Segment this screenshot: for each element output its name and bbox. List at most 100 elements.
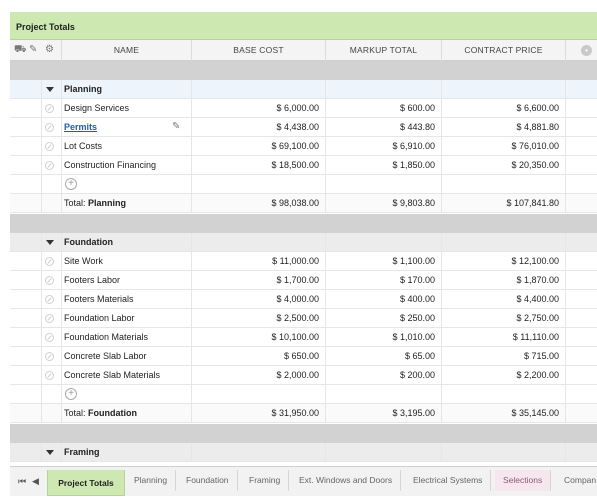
status-circle-icon[interactable] — [45, 123, 54, 132]
group-header-foundation[interactable]: Foundation — [10, 233, 597, 252]
status-circle-icon[interactable] — [45, 257, 54, 266]
tab-project-totals[interactable]: Project Totals — [47, 470, 125, 496]
group-header-framing[interactable]: Framing — [10, 443, 597, 462]
item-name: Concrete Slab Materials — [62, 366, 192, 385]
status-circle-icon[interactable] — [45, 314, 54, 323]
tab-electrical-systems[interactable]: Electrical Systems — [405, 470, 492, 491]
item-name: Footers Materials — [62, 290, 192, 309]
total-base-cost: $ 31,950.00 — [192, 404, 326, 423]
item-name: Foundation Materials — [62, 328, 192, 347]
table-row[interactable]: Concrete Slab Labor $ 650.00 $ 65.00 $ 7… — [10, 347, 597, 366]
base-cost-cell[interactable]: $ 69,100.00 — [192, 137, 326, 156]
base-cost-cell[interactable]: $ 4,438.00 — [192, 118, 326, 137]
price-cell[interactable]: $ 715.00 — [442, 347, 566, 366]
price-cell[interactable]: $ 11,110.00 — [442, 328, 566, 347]
price-cell[interactable]: $ 4,400.00 — [442, 290, 566, 309]
status-circle-icon[interactable] — [45, 142, 54, 151]
base-cost-cell[interactable]: $ 1,700.00 — [192, 271, 326, 290]
table-row[interactable]: Lot Costs $ 69,100.00 $ 6,910.00 $ 76,01… — [10, 137, 597, 156]
table-row[interactable]: Design Services $ 6,000.00 $ 600.00 $ 6,… — [10, 99, 597, 118]
tab-foundation[interactable]: Foundation — [178, 470, 238, 491]
sheet-tabs: ⏮ ◀ Project Totals Planning Foundation F… — [10, 466, 597, 496]
markup-cell[interactable]: $ 400.00 — [326, 290, 442, 309]
column-header-markup-total[interactable]: MARKUP TOTAL — [326, 40, 442, 61]
base-cost-cell[interactable]: $ 10,100.00 — [192, 328, 326, 347]
collapse-caret-icon[interactable] — [46, 240, 54, 245]
markup-cell[interactable]: $ 65.00 — [326, 347, 442, 366]
item-name[interactable]: Permits — [62, 118, 192, 137]
base-cost-cell[interactable]: $ 650.00 — [192, 347, 326, 366]
gear-icon[interactable]: ⚙ — [45, 44, 54, 55]
markup-cell[interactable]: $ 1,010.00 — [326, 328, 442, 347]
status-circle-icon[interactable] — [45, 161, 54, 170]
status-circle-icon[interactable] — [45, 295, 54, 304]
base-cost-cell[interactable]: $ 4,000.00 — [192, 290, 326, 309]
status-circle-icon[interactable] — [45, 371, 54, 380]
tab-ext-windows-and-doors[interactable]: Ext. Windows and Doors — [291, 470, 402, 491]
markup-cell[interactable]: $ 170.00 — [326, 271, 442, 290]
group-name: Framing — [62, 443, 192, 462]
collapse-caret-icon[interactable] — [46, 450, 54, 455]
column-header-name[interactable]: NAME — [62, 40, 192, 61]
price-cell[interactable]: $ 2,750.00 — [442, 309, 566, 328]
add-icon[interactable]: + — [65, 178, 77, 190]
table-row[interactable]: Concrete Slab Materials $ 2,000.00 $ 200… — [10, 366, 597, 385]
markup-cell[interactable]: $ 6,910.00 — [326, 137, 442, 156]
total-label: Total: Planning — [62, 194, 192, 213]
price-cell[interactable]: $ 1,870.00 — [442, 271, 566, 290]
markup-cell[interactable]: $ 600.00 — [326, 99, 442, 118]
base-cost-cell[interactable]: $ 6,000.00 — [192, 99, 326, 118]
table-row[interactable]: Footers Labor $ 1,700.00 $ 170.00 $ 1,87… — [10, 271, 597, 290]
tab-companies[interactable]: Compan — [564, 475, 597, 485]
total-price: $ 107,841.80 — [442, 194, 566, 213]
database-icon[interactable]: ⛟ — [14, 44, 27, 55]
add-row: + — [10, 175, 597, 194]
column-header-base-cost[interactable]: BASE COST — [192, 40, 326, 61]
markup-cell[interactable]: $ 250.00 — [326, 309, 442, 328]
pencil-icon[interactable]: ✎ — [172, 121, 181, 132]
item-name: Concrete Slab Labor — [62, 347, 192, 366]
edit-icon[interactable]: ✎ — [29, 44, 38, 55]
base-cost-cell[interactable]: $ 2,000.00 — [192, 366, 326, 385]
base-cost-cell[interactable]: $ 2,500.00 — [192, 309, 326, 328]
price-cell[interactable]: $ 4,881.80 — [442, 118, 566, 137]
group-header-planning[interactable]: Planning — [10, 80, 597, 99]
total-base-cost: $ 98,038.00 — [192, 194, 326, 213]
table-row[interactable]: Site Work $ 11,000.00 $ 1,100.00 $ 12,10… — [10, 252, 597, 271]
options-icon[interactable]: • — [581, 45, 592, 56]
markup-cell[interactable]: $ 1,850.00 — [326, 156, 442, 175]
price-cell[interactable]: $ 2,200.00 — [442, 366, 566, 385]
price-cell[interactable]: $ 12,100.00 — [442, 252, 566, 271]
permits-link[interactable]: Permits — [64, 122, 98, 132]
tab-selections[interactable]: Selections — [495, 470, 552, 491]
markup-cell[interactable]: $ 1,100.00 — [326, 252, 442, 271]
table-row[interactable]: Construction Financing $ 18,500.00 $ 1,8… — [10, 156, 597, 175]
sheet-title: Project Totals — [16, 22, 75, 32]
total-price: $ 35,145.00 — [442, 404, 566, 423]
prev-page-icon[interactable]: ◀ — [32, 476, 39, 486]
status-circle-icon[interactable] — [45, 276, 54, 285]
markup-cell[interactable]: $ 200.00 — [326, 366, 442, 385]
status-circle-icon[interactable] — [45, 104, 54, 113]
tab-framing[interactable]: Framing — [241, 470, 290, 491]
table-row[interactable]: Foundation Labor $ 2,500.00 $ 250.00 $ 2… — [10, 309, 597, 328]
status-circle-icon[interactable] — [45, 333, 54, 342]
price-cell[interactable]: $ 76,010.00 — [442, 137, 566, 156]
tab-planning[interactable]: Planning — [126, 470, 177, 491]
total-row-planning: Total: Planning $ 98,038.00 $ 9,803.80 $… — [10, 194, 597, 213]
group-spacer — [10, 214, 597, 233]
base-cost-cell[interactable]: $ 18,500.00 — [192, 156, 326, 175]
table-row[interactable]: Footers Materials $ 4,000.00 $ 400.00 $ … — [10, 290, 597, 309]
price-cell[interactable]: $ 20,350.00 — [442, 156, 566, 175]
column-header-contract-price[interactable]: CONTRACT PRICE — [442, 40, 566, 61]
first-page-icon[interactable]: ⏮ — [18, 476, 27, 486]
table-row[interactable]: Foundation Materials $ 10,100.00 $ 1,010… — [10, 328, 597, 347]
price-cell[interactable]: $ 6,600.00 — [442, 99, 566, 118]
status-circle-icon[interactable] — [45, 352, 54, 361]
collapse-caret-icon[interactable] — [46, 87, 54, 92]
table-row[interactable]: Permits ✎ $ 4,438.00 $ 443.80 $ 4,881.80 — [10, 118, 597, 137]
base-cost-cell[interactable]: $ 11,000.00 — [192, 252, 326, 271]
markup-cell[interactable]: $ 443.80 — [326, 118, 442, 137]
total-markup: $ 3,195.00 — [326, 404, 442, 423]
add-icon[interactable]: + — [65, 388, 77, 400]
